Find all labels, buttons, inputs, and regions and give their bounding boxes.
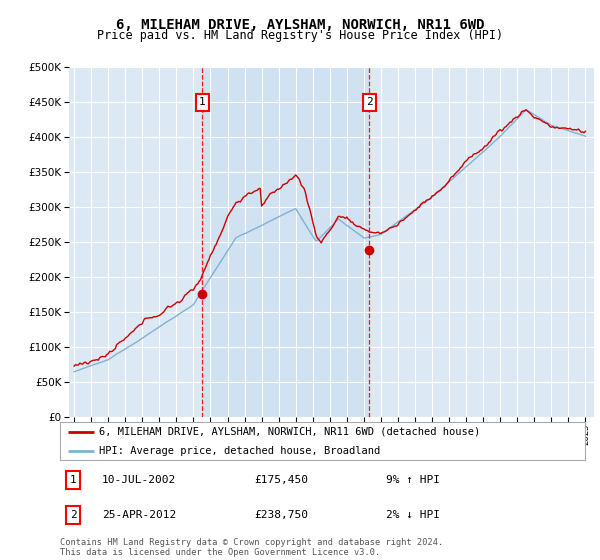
Text: 2% ↓ HPI: 2% ↓ HPI [386, 510, 439, 520]
Text: 25-APR-2012: 25-APR-2012 [102, 510, 176, 520]
Text: 1: 1 [70, 475, 77, 485]
Text: Price paid vs. HM Land Registry's House Price Index (HPI): Price paid vs. HM Land Registry's House … [97, 29, 503, 42]
Text: 6, MILEHAM DRIVE, AYLSHAM, NORWICH, NR11 6WD (detached house): 6, MILEHAM DRIVE, AYLSHAM, NORWICH, NR11… [100, 427, 481, 437]
Text: 6, MILEHAM DRIVE, AYLSHAM, NORWICH, NR11 6WD: 6, MILEHAM DRIVE, AYLSHAM, NORWICH, NR11… [116, 18, 484, 32]
Bar [202, 67, 370, 417]
Text: HPI: Average price, detached house, Broadland: HPI: Average price, detached house, Broa… [100, 446, 380, 456]
Text: £175,450: £175,450 [254, 475, 308, 485]
Text: £238,750: £238,750 [254, 510, 308, 520]
Text: 2: 2 [70, 510, 77, 520]
Text: 9% ↑ HPI: 9% ↑ HPI [386, 475, 439, 485]
Text: 1: 1 [199, 97, 206, 107]
Text: 2: 2 [366, 97, 373, 107]
Text: 10-JUL-2002: 10-JUL-2002 [102, 475, 176, 485]
Text: Contains HM Land Registry data © Crown copyright and database right 2024.
This d: Contains HM Land Registry data © Crown c… [60, 538, 443, 557]
